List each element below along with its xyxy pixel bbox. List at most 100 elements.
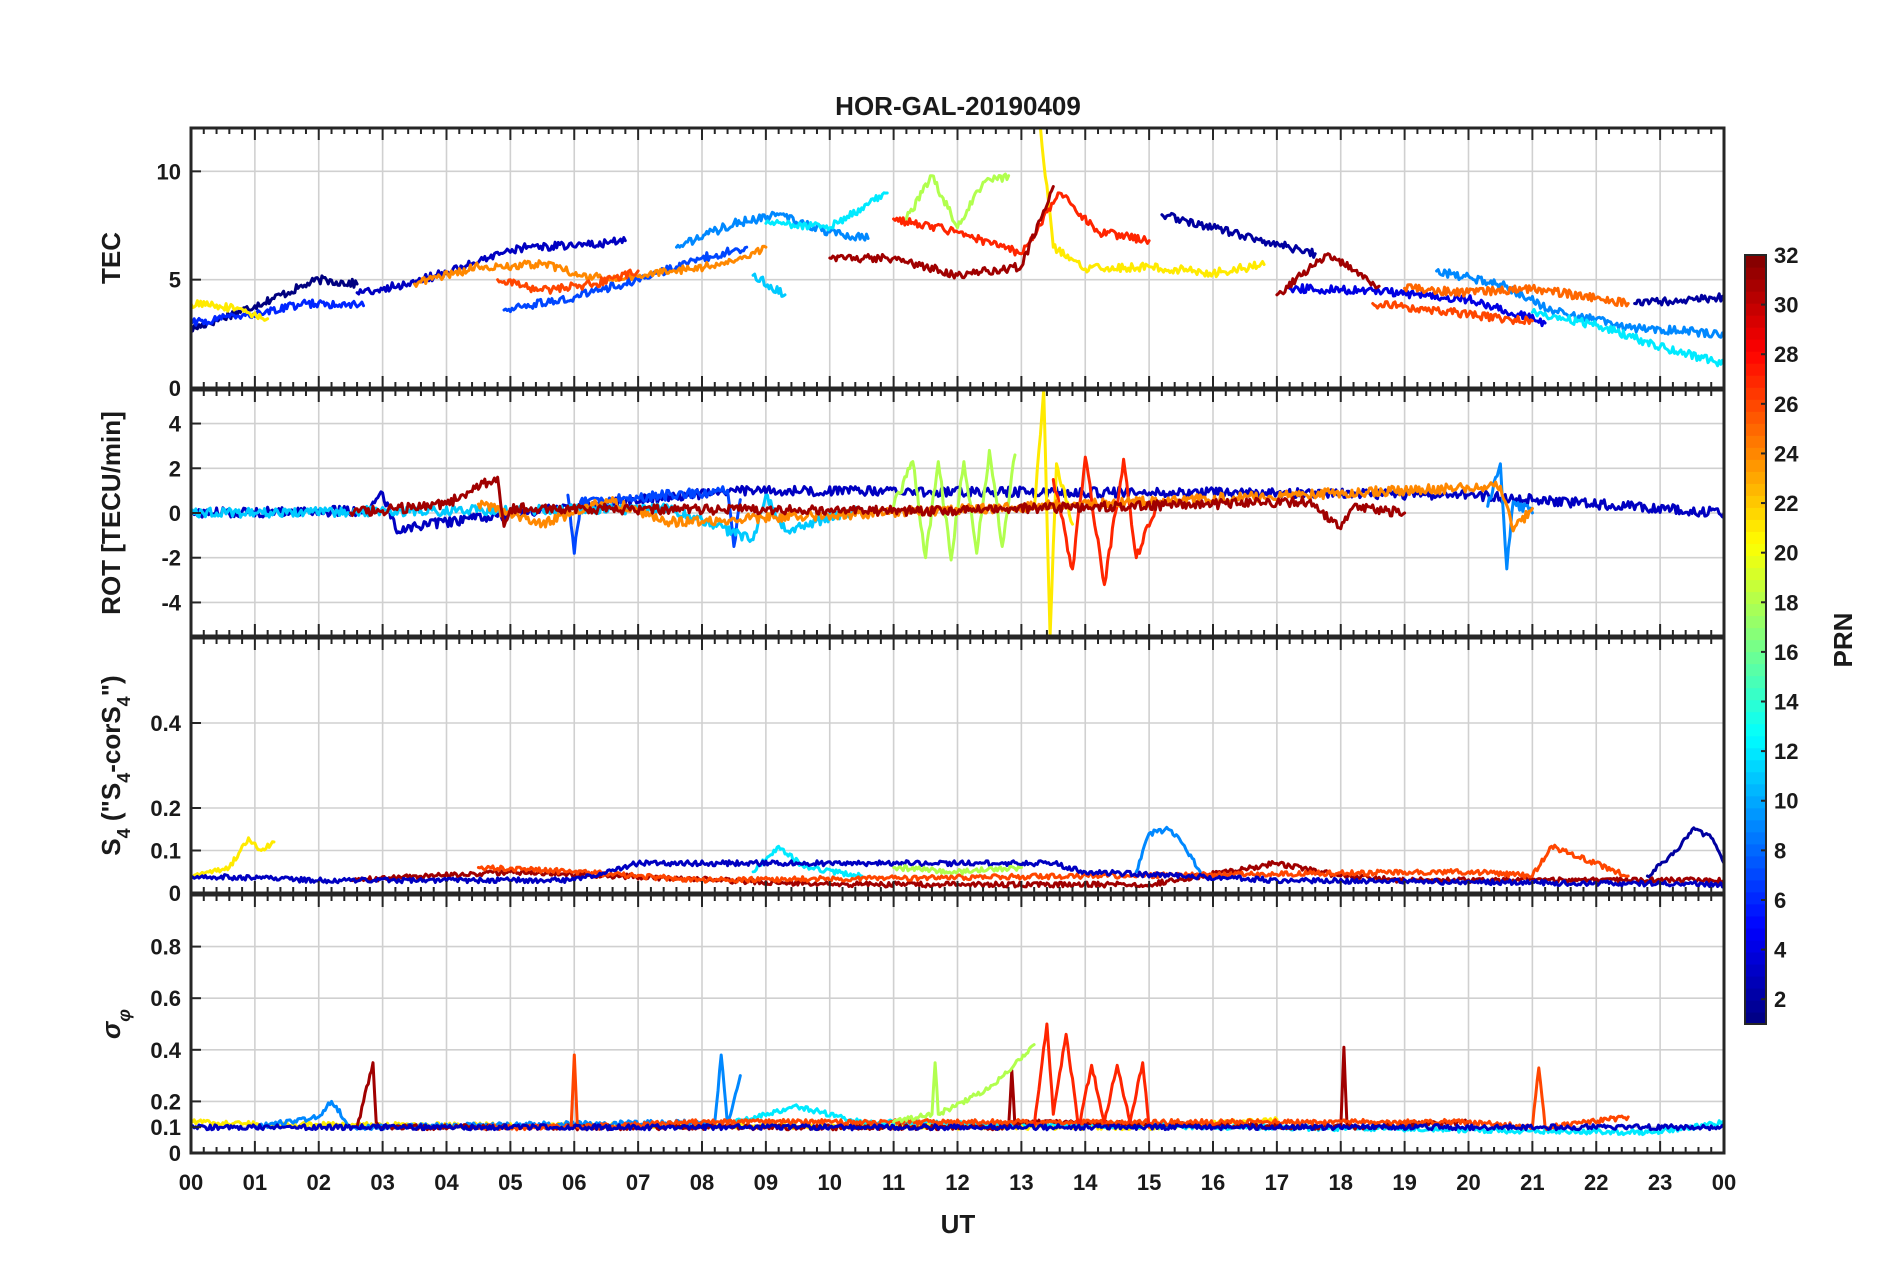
y-tick-label-s4: 0.4	[150, 711, 181, 736]
series-tec-prn-6	[191, 298, 365, 327]
colorbar-swatch	[1745, 675, 1766, 689]
colorbar-swatch	[1745, 843, 1766, 857]
series-rot-prn-24	[476, 480, 1534, 533]
series-tec-prn-7	[502, 245, 749, 314]
colorbar-tick-label: 26	[1774, 392, 1798, 417]
series-sigma_phi-prn-3	[191, 1123, 1724, 1132]
colorbar-swatch	[1745, 555, 1766, 569]
subscript: 4	[114, 696, 134, 706]
x-tick-label: 21	[1520, 1170, 1544, 1195]
x-tick-label: 11	[882, 1170, 905, 1195]
series-rot-prn-21	[1032, 390, 1074, 636]
series-rot-prn-3	[191, 484, 1724, 535]
colorbar-swatch	[1745, 495, 1766, 508]
colorbar-tick-label: 10	[1774, 789, 1798, 814]
colorbar-swatch	[1745, 579, 1766, 593]
y-tick-label-sigma_phi: 0.2	[150, 1089, 181, 1114]
colorbar-swatch	[1745, 795, 1766, 809]
colorbar-tick-label: 16	[1774, 640, 1798, 665]
series-s4-prn-31	[349, 860, 1724, 889]
colorbar-swatch	[1745, 819, 1766, 833]
series-sigma_phi-prn-27	[1032, 1022, 1151, 1129]
colorbar-swatch	[1745, 771, 1766, 785]
label-part: σ	[96, 1020, 126, 1039]
label-part: -corS	[96, 706, 126, 772]
colorbar-swatch	[1745, 603, 1766, 617]
colorbar-swatch	[1745, 363, 1766, 376]
x-tick-label: 08	[690, 1170, 714, 1195]
colorbar-swatch	[1745, 387, 1766, 400]
colorbar-tick-label: 30	[1774, 293, 1798, 318]
colorbar-swatch	[1745, 759, 1766, 773]
series-tec-prn-1	[191, 274, 359, 333]
colorbar-swatch	[1745, 807, 1766, 821]
x-axis-label: UT	[941, 1209, 976, 1239]
x-tick-label: 05	[498, 1170, 522, 1195]
colorbar-swatch	[1745, 351, 1766, 364]
series-tec-prn-3	[355, 236, 627, 296]
series-tec-prn-9	[1435, 268, 1724, 339]
colorbar-swatch	[1745, 591, 1766, 605]
panel-tec: 0 5 10 TEC	[96, 126, 1726, 401]
colorbar-swatch	[1745, 735, 1766, 749]
colorbar-swatch	[1745, 831, 1766, 845]
x-tick-label: 07	[626, 1170, 650, 1195]
series-rot-prn-18	[892, 448, 1017, 562]
y-tick-label-sigma_phi: 0	[169, 1141, 181, 1166]
series-tec-prn-25	[1403, 283, 1630, 308]
x-tick-label: 00	[179, 1170, 203, 1195]
colorbar-swatch	[1745, 687, 1766, 701]
colorbar-swatch	[1745, 627, 1766, 641]
colorbar-swatch	[1745, 891, 1766, 905]
y-tick-label-tec: 5	[169, 268, 181, 293]
colorbar-swatch	[1745, 987, 1766, 1001]
x-tick-label: 14	[1073, 1170, 1098, 1195]
series-tec-prn-26	[496, 268, 640, 295]
series-tec-prn-2	[1633, 292, 1724, 307]
x-tick-label: 02	[307, 1170, 331, 1195]
colorbar-swatch	[1745, 327, 1766, 340]
colorbar-swatch	[1745, 663, 1766, 677]
x-tick-label: 16	[1201, 1170, 1225, 1195]
colorbar-swatch	[1745, 543, 1766, 556]
x-tick-label: 01	[243, 1170, 267, 1195]
y-tick-label-sigma_phi: 0.4	[150, 1038, 181, 1063]
x-tick-label: 04	[434, 1170, 459, 1195]
colorbar-tick-label: 2	[1774, 987, 1786, 1012]
colorbar-swatch	[1745, 375, 1766, 388]
colorbar-swatch	[1745, 855, 1766, 869]
colorbar-swatch	[1745, 879, 1766, 893]
colorbar-tick-label: 20	[1774, 541, 1798, 566]
colorbar-swatch	[1745, 315, 1766, 328]
colorbar-swatch	[1745, 1011, 1766, 1025]
colorbar-swatch	[1745, 267, 1766, 280]
x-tick-label: 17	[1265, 1170, 1289, 1195]
colorbar-swatch	[1745, 699, 1766, 713]
series-tec-prn-31	[1275, 252, 1381, 297]
x-tick-label: 12	[945, 1170, 969, 1195]
colorbar-swatch	[1745, 903, 1766, 917]
colorbar-swatch	[1745, 963, 1766, 977]
colorbar-swatch	[1745, 471, 1766, 484]
series-sigma_phi-prn-26	[476, 1053, 1630, 1132]
colorbar-swatch	[1745, 423, 1766, 436]
colorbar-swatch	[1745, 519, 1766, 532]
chart-title: HOR-GAL-20190409	[835, 91, 1081, 121]
series-s4-prn-21	[191, 836, 276, 879]
y-axis-label-tec: TEC	[96, 232, 126, 284]
colorbar-tick-label: 28	[1774, 342, 1798, 367]
series-s4-prn-18	[892, 864, 1023, 876]
colorbar-swatch	[1745, 531, 1766, 544]
series-tec-prn-11	[751, 272, 787, 298]
colorbar-swatch	[1745, 339, 1766, 352]
subscript: 4	[114, 828, 134, 838]
label-part: ")	[96, 675, 126, 696]
colorbar-swatch	[1745, 651, 1766, 665]
y-axis-label-s4: S4 ("S4-corS4")	[96, 675, 134, 855]
colorbar-label: PRN	[1828, 613, 1858, 668]
colorbar-tick-label: 12	[1774, 739, 1798, 764]
colorbar-swatch	[1745, 783, 1766, 797]
series-tec-prn-21	[1039, 128, 1266, 279]
series-rot-prn-27	[1051, 455, 1157, 587]
